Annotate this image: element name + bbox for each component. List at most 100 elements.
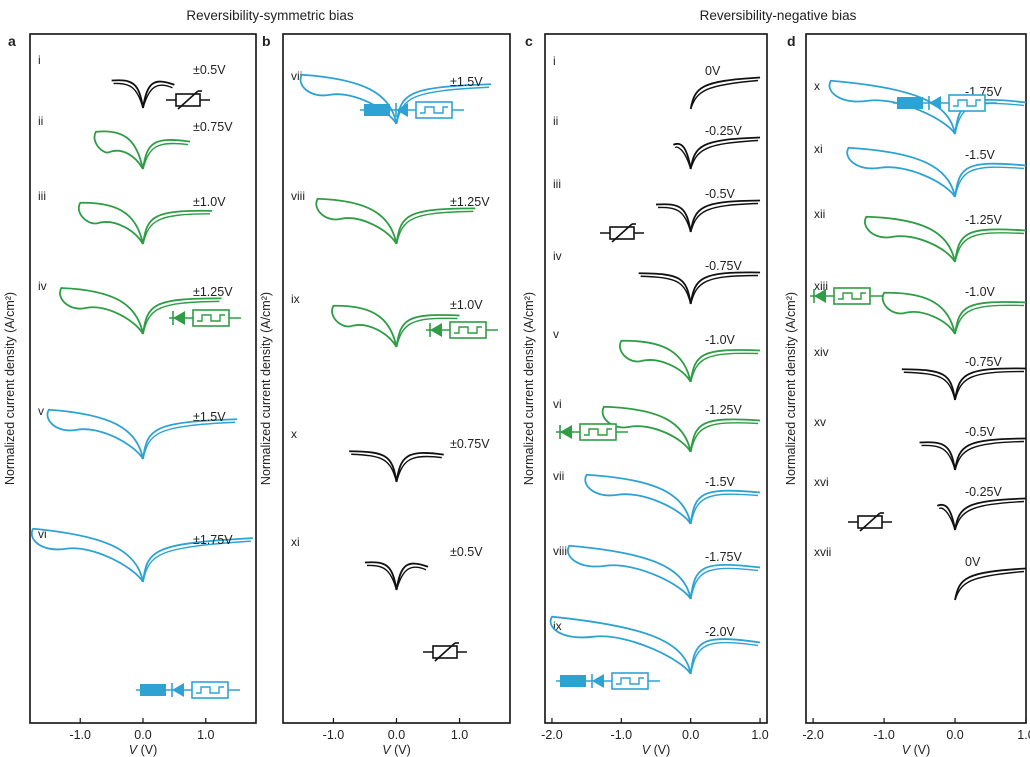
bias-label: ±0.75V: [193, 120, 233, 134]
memristor-symbol-icon: [600, 223, 644, 243]
bias-label: ±1.0V: [450, 298, 483, 312]
curve-positive-return: [690, 202, 759, 233]
bias-label: -1.0V: [965, 285, 996, 299]
series-xiii: xiii -1.0V: [814, 279, 1027, 335]
series-xiv: xiv -0.75V: [814, 345, 1027, 401]
x-tick-label: -1.0: [323, 728, 345, 742]
curve-label: vi: [553, 397, 562, 411]
curve-hysteresis-loop: [331, 304, 398, 348]
y-axis-label: Normalized current density (A/cm²): [522, 292, 536, 485]
title-negative-bias: Reversibility-negative bias: [700, 8, 857, 23]
bias-label: ±1.5V: [450, 75, 483, 89]
bias-label: -0.5V: [705, 187, 736, 201]
y-axis-label: Normalized current density (A/cm²): [784, 292, 798, 485]
curve-hysteresis-loop: [315, 197, 398, 245]
panel-label: d: [787, 33, 796, 49]
bias-label: -1.25V: [705, 403, 742, 417]
curve-hysteresis-loop: [601, 405, 692, 453]
curve-positive-branch: [689, 271, 761, 305]
curve-hysteresis-loop: [46, 408, 144, 460]
curve-positive-branch: [142, 418, 238, 460]
curve-label: viii: [291, 189, 305, 203]
curve-label: xvi: [814, 475, 829, 489]
bias-label: -1.5V: [705, 475, 736, 489]
curve-positive-return: [395, 566, 427, 591]
curve-hysteresis-loop: [619, 339, 692, 383]
series-vii: vii -1.5V: [553, 469, 761, 525]
curve-positive-branch: [689, 638, 761, 675]
plot-frame: [29, 33, 257, 724]
x-tick-label: 1.0: [197, 728, 214, 742]
curve-hysteresis-loop: [567, 544, 692, 600]
x-tick-label: 1.0: [751, 728, 768, 742]
curve-hysteresis-loop: [828, 79, 956, 135]
curve-positive-branch: [689, 489, 761, 525]
diode-memristor-device-icon: [893, 94, 997, 112]
series-ix: ix -2.0V: [549, 615, 761, 675]
curve-positive-return: [142, 142, 189, 170]
diode-memristor-device-icon: [810, 287, 882, 305]
curve-positive-branch: [954, 367, 1027, 401]
bias-label: -1.75V: [705, 550, 742, 564]
curve-hysteresis-loop: [93, 130, 144, 170]
series-viii: viii ±1.25V: [291, 189, 490, 245]
curve-positive-branch: [954, 567, 1027, 601]
bias-label: ±1.25V: [450, 195, 490, 209]
bias-label: 0V: [705, 64, 721, 78]
curve-negative-return: [351, 453, 398, 483]
x-axis-label: V (V): [382, 743, 410, 757]
curve-hysteresis-loop: [864, 215, 956, 263]
series-vi: vi -1.25V: [553, 397, 761, 453]
bias-label: -0.5V: [965, 425, 996, 439]
curve-positive-return: [142, 421, 236, 460]
curve-negative-branch: [638, 272, 692, 305]
panel-label: c: [525, 33, 533, 49]
device-icons: [556, 223, 660, 690]
curve-positive-branch: [954, 497, 1027, 531]
x-axis-label: V (V): [129, 743, 157, 757]
series-x: x ±0.75V: [291, 427, 490, 483]
curve-label: xvii: [814, 545, 831, 559]
curve-label: x: [291, 427, 297, 441]
curve-label: xv: [814, 415, 826, 429]
bias-label: -0.75V: [965, 355, 1002, 369]
series-ii: ii ±0.75V: [38, 114, 233, 170]
curve-positive-branch: [954, 437, 1027, 471]
curve-positive-return: [954, 304, 1025, 335]
series-vi: vi ±1.75V: [30, 527, 253, 583]
panel-label: a: [8, 33, 16, 49]
bias-label: -0.25V: [705, 124, 742, 138]
series-i: i ±0.5V: [38, 53, 226, 109]
curve-positive-return: [395, 455, 442, 483]
curve-positive-return: [954, 440, 1025, 471]
curve-positive-branch: [954, 301, 1027, 335]
curve-label: vii: [553, 469, 564, 483]
series-ii: ii -0.25V: [553, 114, 761, 170]
curve-label: xii: [814, 207, 825, 221]
curve-positive-return: [690, 567, 759, 600]
panel-a: a Normalized current density (A/cm²) -1.0 0…: [3, 33, 257, 757]
curve-negative-return: [921, 444, 956, 471]
x-tick-label: -1.0: [69, 728, 91, 742]
panels-group: a Normalized current density (A/cm²) -1.0 0…: [3, 33, 1030, 757]
curve-positive-return: [954, 570, 1025, 601]
diode-memristor-device-icon: [426, 321, 498, 339]
series-iii: iii -0.5V: [553, 177, 761, 233]
series-vii: vii ±1.5V: [291, 69, 492, 125]
curve-negative-return: [113, 82, 144, 109]
series-xvi: xvi -0.25V: [814, 475, 1027, 531]
x-tick-label: 1.0: [451, 728, 468, 742]
series-iv: iv -0.75V: [553, 249, 761, 305]
y-axis-label: Normalized current density (A/cm²): [259, 292, 273, 485]
curve-positive-branch: [395, 207, 476, 245]
series-xii: xii -1.25V: [814, 207, 1027, 263]
series-iii: iii ±1.0V: [38, 189, 226, 245]
curve-positive-return: [395, 317, 458, 348]
bias-label: ±0.75V: [450, 437, 490, 451]
curve-label: vii: [291, 69, 302, 83]
title-symmetric-bias: Reversibility-symmetric bias: [186, 8, 354, 23]
curve-positive-branch: [689, 349, 761, 383]
curve-positive-branch: [689, 76, 761, 110]
curve-negative-return: [903, 371, 956, 401]
curve-positive-branch: [689, 564, 761, 600]
